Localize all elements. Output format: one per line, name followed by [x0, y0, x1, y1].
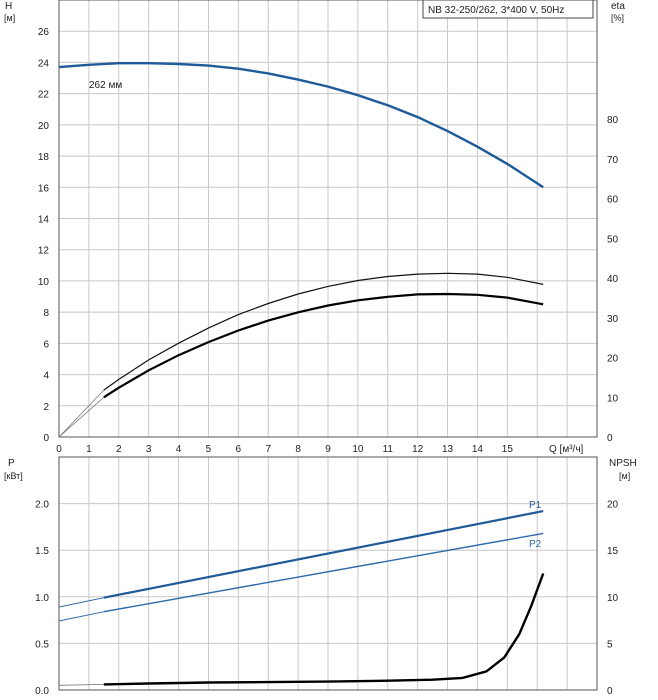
- curve-p1-extension: [58, 597, 104, 608]
- tick-label-h: 8: [43, 308, 49, 319]
- tick-label-q: 11: [383, 444, 394, 455]
- tick-label-eta: 40: [607, 274, 619, 285]
- curve-label-p2: P2: [529, 539, 542, 550]
- curve-npsh: [103, 573, 545, 686]
- tick-label-eta: 0: [607, 433, 613, 444]
- tick-label-eta: 80: [607, 115, 619, 126]
- chart-title: NB 32-250/262, 3*400 V, 50Hz: [428, 5, 564, 16]
- y-axis-unit-p: [кВт]: [4, 471, 23, 481]
- y2-axis-label-eta: eta: [611, 1, 625, 12]
- tick-label-q: 9: [325, 444, 331, 455]
- tick-label-q: 1: [86, 444, 92, 455]
- tick-label-h: 0: [43, 433, 49, 444]
- tick-label-q: 0: [56, 444, 62, 455]
- curve-p2-extension: [58, 611, 104, 622]
- tick-label-eta: 20: [607, 354, 619, 365]
- y2-axis-label-npsh: NPSH: [609, 458, 637, 469]
- curve-label-262mm: 262 мм: [89, 80, 122, 91]
- y2-axis-unit-npsh: [м]: [619, 471, 630, 481]
- tick-label-npsh: 20: [607, 500, 619, 511]
- tick-label-q: 12: [412, 444, 424, 455]
- tick-label-npsh: 15: [607, 546, 619, 557]
- curve-p1: [103, 510, 544, 599]
- y-axis-label-h: H: [5, 1, 12, 12]
- top-plot-grid: [58, 0, 598, 438]
- curve-npsh-extension: [58, 684, 104, 686]
- curve-efficiency-lower: [103, 292, 544, 399]
- tick-label-q: 8: [295, 444, 301, 455]
- tick-label-eta: 10: [607, 393, 619, 404]
- tick-label-h: 2: [43, 402, 49, 413]
- tick-label-h: 16: [38, 183, 50, 194]
- tick-label-q: 10: [352, 444, 364, 455]
- tick-label-h: 12: [38, 246, 50, 257]
- tick-label-p: 1.5: [35, 546, 49, 557]
- y-axis-unit-h: [м]: [4, 13, 15, 23]
- bottom-plot-grid: [58, 456, 598, 691]
- tick-label-q: 13: [442, 444, 454, 455]
- tick-label-q: 6: [236, 444, 242, 455]
- tick-label-eta: 60: [607, 195, 619, 206]
- curve-efficiency-lower-extension: [58, 396, 105, 438]
- tick-label-h: 18: [38, 152, 50, 163]
- tick-label-eta: 50: [607, 234, 619, 245]
- tick-label-h: 4: [43, 371, 49, 382]
- tick-label-q: 3: [146, 444, 152, 455]
- tick-label-h: 6: [43, 339, 49, 350]
- y-axis-label-p: P: [8, 458, 15, 469]
- tick-label-h: 26: [38, 27, 50, 38]
- tick-label-q: 5: [206, 444, 212, 455]
- tick-label-h: 24: [38, 58, 50, 69]
- tick-label-q: 14: [472, 444, 484, 455]
- tick-label-p: 0.5: [35, 639, 49, 650]
- y2-axis-unit-eta: [%]: [611, 13, 624, 23]
- curves: [58, 62, 545, 686]
- curve-p2: [103, 532, 544, 613]
- top-plot-frame: [58, 0, 598, 438]
- curve-head-262mm: [58, 62, 544, 189]
- bottom-plot-frame: [58, 456, 598, 691]
- tick-label-p: 0.0: [35, 686, 49, 697]
- curve-efficiency-upper: [103, 272, 544, 391]
- plot-frames: [58, 0, 598, 691]
- chart-title-box: [422, 0, 594, 19]
- x-axis-label-q: Q [м³/ч]: [549, 444, 584, 455]
- curve-label-p1: P1: [529, 500, 542, 511]
- tick-labels: 0246810121416182022242601020304050607080…: [35, 27, 618, 697]
- tick-label-q: 7: [265, 444, 271, 455]
- tick-label-p: 1.0: [35, 593, 49, 604]
- tick-label-q: 2: [116, 444, 122, 455]
- tick-label-eta: 70: [607, 155, 619, 166]
- tick-label-h: 10: [38, 277, 50, 288]
- tick-label-npsh: 0: [607, 686, 613, 697]
- tick-label-h: 14: [38, 215, 50, 226]
- tick-label-npsh: 5: [607, 639, 613, 650]
- tick-label-h: 20: [38, 121, 50, 132]
- tick-label-p: 2.0: [35, 500, 49, 511]
- tick-label-h: 22: [38, 90, 50, 101]
- curve-efficiency-upper-extension: [58, 389, 105, 438]
- tick-label-npsh: 10: [607, 593, 619, 604]
- tick-label-q: 15: [502, 444, 514, 455]
- tick-label-eta: 30: [607, 314, 619, 325]
- tick-label-q: 4: [176, 444, 182, 455]
